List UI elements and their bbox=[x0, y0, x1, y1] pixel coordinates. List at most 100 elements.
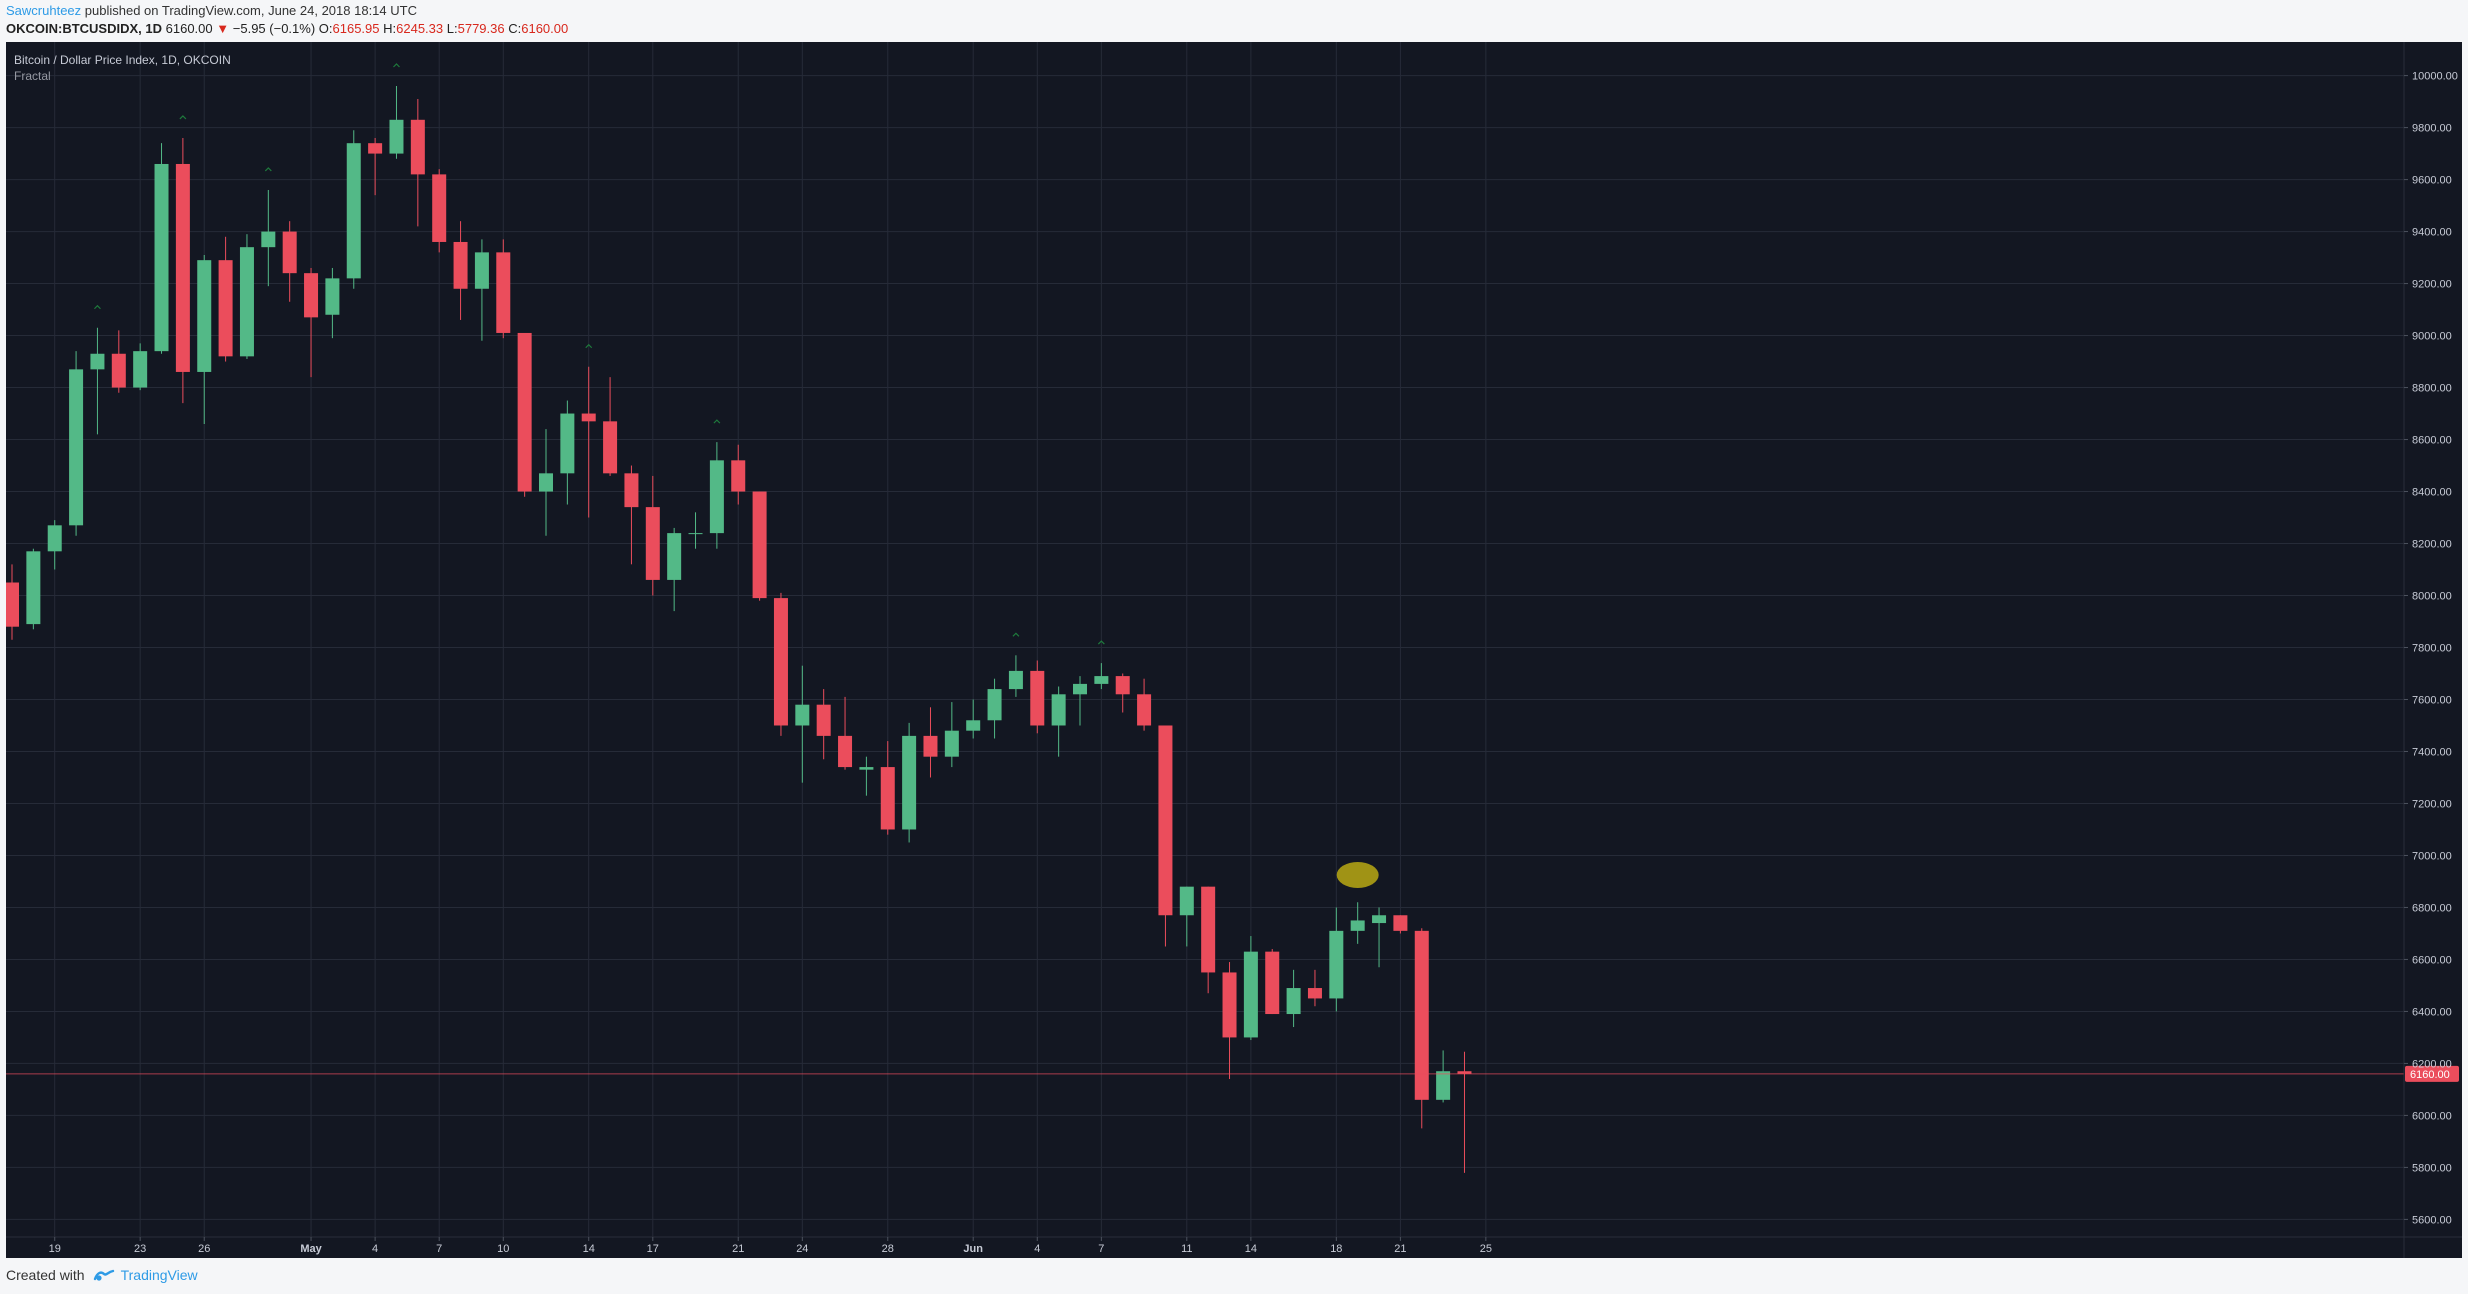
candle-up[interactable] bbox=[966, 699, 981, 739]
candle-up[interactable] bbox=[1286, 969, 1301, 1028]
candle-down[interactable] bbox=[304, 267, 319, 378]
candle-up[interactable] bbox=[197, 254, 212, 424]
fractal-up-marker bbox=[393, 63, 400, 68]
candle-up[interactable] bbox=[1372, 907, 1387, 968]
author-link[interactable]: Sawcruhteez bbox=[6, 3, 82, 18]
candle-up[interactable] bbox=[1073, 676, 1087, 726]
candle-down[interactable] bbox=[603, 377, 618, 476]
candle-body bbox=[1286, 988, 1301, 1015]
candle-up[interactable] bbox=[133, 343, 148, 391]
candle-down[interactable] bbox=[1115, 673, 1130, 713]
candle-up[interactable] bbox=[1436, 1050, 1451, 1103]
candle-up[interactable] bbox=[1179, 886, 1194, 947]
candle-down[interactable] bbox=[432, 169, 447, 253]
candle-body bbox=[261, 231, 276, 248]
candle-body bbox=[1350, 920, 1365, 931]
price-tick-label: 7600.00 bbox=[2412, 694, 2452, 706]
candlestick-chart[interactable]: 6160.00 Bitcoin / Dollar Price Index, 1D… bbox=[6, 42, 2462, 1258]
candle-down[interactable] bbox=[1222, 962, 1237, 1080]
candle-down[interactable] bbox=[496, 239, 511, 339]
candle-body bbox=[133, 351, 148, 388]
candle-up[interactable] bbox=[902, 722, 917, 843]
candle-up[interactable] bbox=[1350, 902, 1365, 944]
candle-down[interactable] bbox=[1393, 915, 1408, 934]
candle-down[interactable] bbox=[111, 330, 126, 393]
candle-up[interactable] bbox=[1243, 936, 1258, 1041]
candle-body bbox=[966, 720, 981, 731]
candle-body bbox=[325, 278, 340, 315]
candle-down[interactable] bbox=[1307, 969, 1322, 1007]
candle-down[interactable] bbox=[410, 98, 425, 227]
candle-down[interactable] bbox=[1137, 678, 1152, 731]
candle-up[interactable] bbox=[987, 678, 1002, 739]
published-text: published on TradingView.com, June 24, 2… bbox=[81, 3, 417, 18]
candle-up[interactable] bbox=[795, 665, 810, 783]
candle-down[interactable] bbox=[816, 689, 831, 760]
candle-up[interactable] bbox=[47, 520, 62, 570]
candle-up[interactable] bbox=[560, 400, 575, 505]
candle-up[interactable] bbox=[239, 234, 254, 359]
candle-down[interactable] bbox=[218, 236, 233, 362]
candle-down[interactable] bbox=[175, 137, 190, 404]
price-tick-label: 8000.00 bbox=[2412, 591, 2452, 603]
candle-up[interactable] bbox=[261, 189, 276, 287]
candle-body bbox=[1329, 930, 1344, 999]
candle-body bbox=[709, 460, 724, 534]
candle-down[interactable] bbox=[368, 137, 383, 196]
candle-body bbox=[902, 735, 917, 830]
candle-body bbox=[368, 143, 383, 154]
candle-up[interactable] bbox=[1094, 663, 1109, 690]
candle-down[interactable] bbox=[1457, 1051, 1472, 1173]
candle-down[interactable] bbox=[581, 366, 596, 518]
candle-up[interactable] bbox=[325, 267, 340, 339]
candle-up[interactable] bbox=[389, 85, 404, 159]
candle-down[interactable] bbox=[645, 475, 660, 596]
candle-down[interactable] bbox=[282, 221, 297, 302]
candle-down[interactable] bbox=[6, 564, 19, 640]
candle-up[interactable] bbox=[1329, 907, 1344, 1012]
candle-up[interactable] bbox=[1051, 686, 1066, 757]
candle-up[interactable] bbox=[474, 239, 489, 341]
candle-down[interactable] bbox=[517, 332, 532, 497]
candle-down[interactable] bbox=[880, 741, 895, 835]
candle-body bbox=[1073, 683, 1087, 695]
publish-info: Sawcruhteez published on TradingView.com… bbox=[6, 3, 417, 18]
chart-panel[interactable]: 6160.00 Bitcoin / Dollar Price Index, 1D… bbox=[6, 42, 2462, 1258]
candle-up[interactable] bbox=[154, 143, 169, 354]
candle-body bbox=[1137, 694, 1152, 726]
time-tick-label: 7 bbox=[436, 1243, 442, 1255]
candle-down[interactable] bbox=[1158, 725, 1173, 947]
candle-up[interactable] bbox=[667, 527, 682, 612]
time-tick-label: Jun bbox=[963, 1243, 983, 1255]
time-tick-label: 21 bbox=[732, 1243, 744, 1255]
candle-up[interactable] bbox=[688, 512, 703, 549]
price-tick-label: 7400.00 bbox=[2412, 746, 2452, 758]
chart-legend-title: Bitcoin / Dollar Price Index, 1D, OKCOIN bbox=[14, 53, 231, 67]
candle-up[interactable] bbox=[69, 351, 84, 536]
tradingview-link[interactable]: TradingView bbox=[93, 1267, 198, 1283]
candle-up[interactable] bbox=[709, 442, 724, 549]
candle-up[interactable] bbox=[539, 429, 553, 536]
candle-down[interactable] bbox=[1265, 949, 1280, 1015]
candle-up[interactable] bbox=[90, 327, 105, 435]
candle-down[interactable] bbox=[923, 707, 938, 778]
candle-body bbox=[1436, 1071, 1451, 1100]
candle-up[interactable] bbox=[26, 548, 41, 630]
open-label: O: bbox=[318, 21, 333, 36]
candle-down[interactable] bbox=[453, 221, 468, 320]
candle-up[interactable] bbox=[944, 702, 959, 768]
candle-up[interactable] bbox=[346, 130, 361, 289]
candle-down[interactable] bbox=[1201, 886, 1216, 994]
candle-down[interactable] bbox=[838, 696, 853, 770]
time-tick-label: 4 bbox=[1034, 1243, 1040, 1255]
candle-down[interactable] bbox=[752, 491, 767, 601]
candle-body bbox=[1115, 676, 1130, 695]
candle-down[interactable] bbox=[1414, 928, 1429, 1129]
candle-up[interactable] bbox=[1008, 655, 1023, 697]
candle-body bbox=[1265, 951, 1280, 1015]
candle-down[interactable] bbox=[624, 465, 639, 565]
candle-down[interactable] bbox=[731, 444, 746, 505]
candle-up[interactable] bbox=[859, 756, 874, 796]
candle-down[interactable] bbox=[773, 592, 788, 736]
candle-down[interactable] bbox=[1030, 660, 1045, 734]
